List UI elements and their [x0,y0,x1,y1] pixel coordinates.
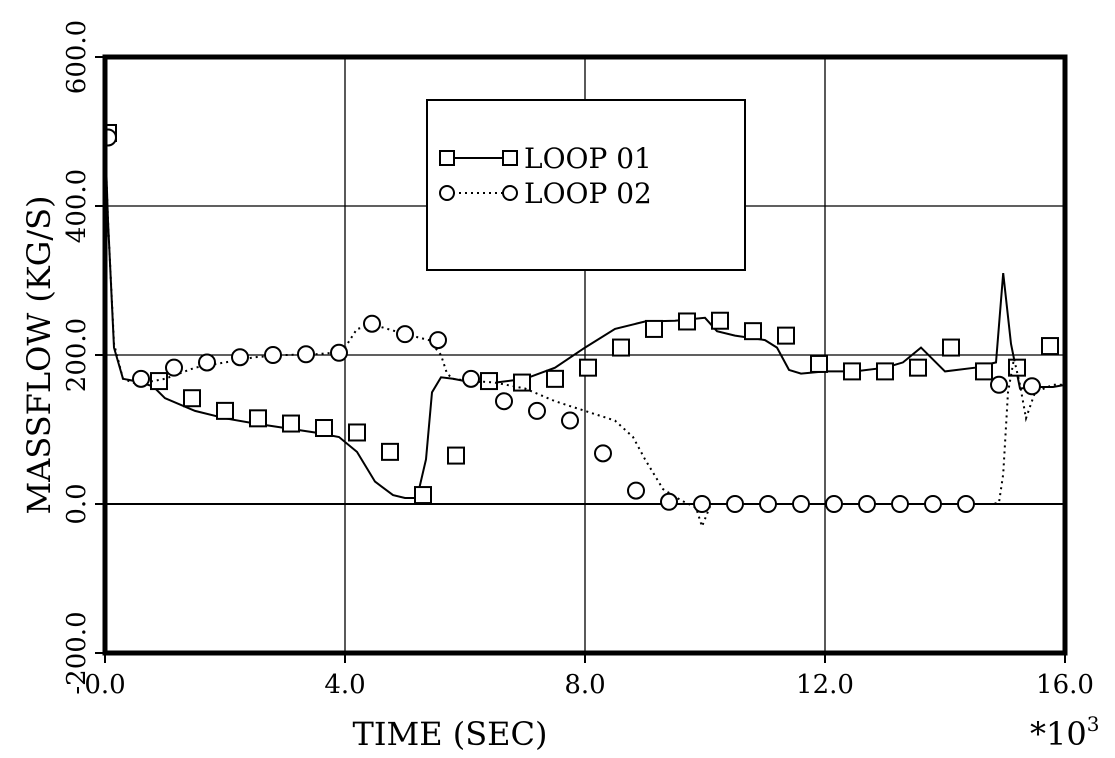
x-tick-label: 8.0 [564,670,605,700]
data-point-circle [495,392,513,411]
series-line [105,131,1065,499]
data-point-circle [726,495,744,513]
data-point-circle [132,369,150,388]
legend-marker-circle-icon [439,185,455,201]
data-point-circle [429,331,447,350]
y-tick-label: 200.0 [62,318,92,392]
data-point-circle [627,481,645,500]
data-point-square [249,409,267,428]
data-point-square [216,401,234,420]
data-point-square [777,326,795,345]
data-point-circle [594,444,612,463]
x-tick-label: 0.0 [84,670,125,700]
tick-labels: 0.0 4.0 8.0 12.0 16.0-200.00.0200.0400.0600.… [62,20,1094,700]
y-tick-label: 0.0 [62,483,92,524]
y-tick-label: -200.0 [62,611,92,694]
data-point-square [876,362,894,381]
data-point-square [381,442,399,461]
data-point-circle [198,353,216,372]
x-tick-label: 12.0 [796,670,854,700]
data-point-square [678,312,696,331]
series-layer [105,123,1065,530]
x-axis-multiplier: *103 [1030,712,1099,753]
legend-box [426,99,746,271]
legend-marker-circle-icon [502,185,518,201]
data-point-circle [957,495,975,513]
series-line [105,138,1065,530]
legend-marker-square-icon [502,150,518,166]
data-point-square [1008,358,1026,377]
data-point-circle [693,495,711,513]
legend-marker-square-icon [439,150,455,166]
data-point-square [975,362,993,381]
data-point-square [744,322,762,341]
data-point-square [414,486,432,505]
data-point-circle [660,492,678,511]
data-point-circle [105,128,117,147]
data-point-circle [462,369,480,388]
data-point-square [150,372,168,391]
data-point-circle [396,325,414,344]
data-point-square [315,419,333,438]
y-tick-label: 400.0 [62,169,92,243]
x-axis-multiplier-exponent: 3 [1087,712,1100,736]
series-loop-02 [105,128,1065,530]
data-point-circle [264,346,282,364]
data-point-square [480,372,498,391]
data-point-square [348,423,366,442]
data-point-square [612,338,630,357]
data-point-square [843,362,861,381]
data-point-circle [330,343,348,362]
legend-label-loop-01: LOOP 01 [524,142,652,175]
y-axis-title: MASSFLOW (KG/S) [20,195,58,514]
data-point-circle [165,358,183,377]
x-tick-label: 4.0 [324,670,365,700]
data-point-circle [528,401,546,420]
x-tick-label: 16.0 [1036,670,1094,700]
legend-label-loop-02: LOOP 02 [524,177,652,210]
data-point-square [711,311,729,330]
data-point-square [447,446,465,465]
data-point-circle [825,495,843,513]
data-point-circle [858,495,876,513]
data-point-circle [297,345,315,364]
data-point-square [513,373,531,392]
data-point-circle [759,495,777,513]
data-point-circle [231,348,249,367]
data-point-square [183,389,201,408]
legend: LOOP 01 LOOP 02 [426,99,746,271]
data-point-square [942,338,960,357]
data-point-circle [363,314,381,333]
data-point-circle [990,375,1008,394]
y-tick-label: 600.0 [62,20,92,94]
data-point-square [546,369,564,388]
x-axis-multiplier-base: *10 [1030,715,1087,753]
data-point-square [810,354,828,373]
data-point-square [282,414,300,433]
x-axis-title: TIME (SEC) [352,715,547,753]
data-point-square [579,358,597,377]
data-point-square [1041,337,1059,356]
data-point-circle [1023,377,1041,396]
series-loop-01 [105,123,1065,505]
data-point-square [909,358,927,377]
data-point-square [645,319,663,338]
tick-marks [95,56,1066,663]
data-point-circle [792,495,810,513]
data-point-circle [561,411,579,430]
data-point-circle [891,495,909,513]
data-point-circle [924,495,942,513]
